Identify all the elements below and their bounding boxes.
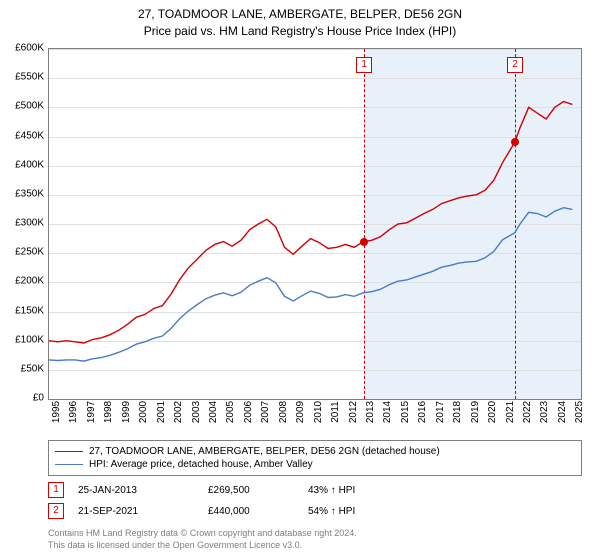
x-axis-label: 2014 bbox=[382, 401, 393, 423]
x-axis-label: 2022 bbox=[522, 401, 533, 423]
y-axis-label: £550K bbox=[0, 72, 44, 83]
x-axis-label: 2011 bbox=[330, 401, 341, 423]
x-axis-label: 2002 bbox=[173, 401, 184, 423]
x-axis-label: 2013 bbox=[365, 401, 376, 423]
x-axis-label: 2020 bbox=[487, 401, 498, 423]
sale-marker-1: 1 bbox=[48, 482, 64, 498]
y-axis-label: £600K bbox=[0, 43, 44, 54]
x-axis-label: 2009 bbox=[295, 401, 306, 423]
x-axis-label: 2018 bbox=[452, 401, 463, 423]
sale-pct-1: 43% ↑ HPI bbox=[308, 485, 428, 496]
x-axis-label: 1996 bbox=[68, 401, 79, 423]
legend-row-2: HPI: Average price, detached house, Ambe… bbox=[55, 458, 575, 471]
y-axis-label: £100K bbox=[0, 334, 44, 345]
x-axis-label: 1995 bbox=[51, 401, 62, 423]
y-axis-label: £500K bbox=[0, 101, 44, 112]
x-axis-label: 2005 bbox=[225, 401, 236, 423]
y-axis-label: £400K bbox=[0, 159, 44, 170]
chart-title-1: 27, TOADMOOR LANE, AMBERGATE, BELPER, DE… bbox=[0, 6, 600, 23]
x-axis-label: 2010 bbox=[313, 401, 324, 423]
sale-row-1: 1 25-JAN-2013 £269,500 43% ↑ HPI bbox=[48, 482, 582, 498]
sale-price-2: £440,000 bbox=[208, 506, 308, 517]
x-axis-label: 2023 bbox=[539, 401, 550, 423]
y-axis-label: £200K bbox=[0, 276, 44, 287]
y-axis-label: £250K bbox=[0, 247, 44, 258]
x-axis-label: 2003 bbox=[191, 401, 202, 423]
sale-pct-2: 54% ↑ HPI bbox=[308, 506, 428, 517]
x-axis-label: 2012 bbox=[348, 401, 359, 423]
x-axis-label: 2008 bbox=[278, 401, 289, 423]
sale-price-1: £269,500 bbox=[208, 485, 308, 496]
x-axis-label: 1998 bbox=[103, 401, 114, 423]
legend-label-2: HPI: Average price, detached house, Ambe… bbox=[89, 459, 313, 470]
footer-line-1: Contains HM Land Registry data © Crown c… bbox=[48, 528, 357, 540]
x-axis-label: 1999 bbox=[121, 401, 132, 423]
chart-plot-area: 12 bbox=[48, 48, 582, 400]
x-axis-label: 2007 bbox=[260, 401, 271, 423]
legend-label-1: 27, TOADMOOR LANE, AMBERGATE, BELPER, DE… bbox=[89, 446, 440, 457]
series-svg bbox=[49, 49, 581, 399]
legend-swatch-2 bbox=[55, 464, 83, 465]
x-axis-label: 2006 bbox=[243, 401, 254, 423]
chart-title-block: 27, TOADMOOR LANE, AMBERGATE, BELPER, DE… bbox=[0, 0, 600, 40]
sale-row-2: 2 21-SEP-2021 £440,000 54% ↑ HPI bbox=[48, 503, 582, 519]
y-axis-label: £150K bbox=[0, 305, 44, 316]
x-axis-label: 2017 bbox=[435, 401, 446, 423]
x-axis-label: 2021 bbox=[505, 401, 516, 423]
x-axis-label: 1997 bbox=[86, 401, 97, 423]
legend-row-1: 27, TOADMOOR LANE, AMBERGATE, BELPER, DE… bbox=[55, 445, 575, 458]
legend-box: 27, TOADMOOR LANE, AMBERGATE, BELPER, DE… bbox=[48, 440, 582, 476]
sale-date-2: 21-SEP-2021 bbox=[78, 506, 208, 517]
y-axis-label: £450K bbox=[0, 130, 44, 141]
x-axis-label: 2004 bbox=[208, 401, 219, 423]
x-axis-label: 2025 bbox=[574, 401, 585, 423]
footer-line-2: This data is licensed under the Open Gov… bbox=[48, 540, 302, 552]
y-axis-label: £300K bbox=[0, 218, 44, 229]
y-axis-label: £350K bbox=[0, 188, 44, 199]
sale-marker-2: 2 bbox=[48, 503, 64, 519]
x-axis-label: 2000 bbox=[138, 401, 149, 423]
x-axis-label: 2016 bbox=[417, 401, 428, 423]
series-line bbox=[49, 208, 572, 361]
y-axis-label: £50K bbox=[0, 363, 44, 374]
x-axis-label: 2024 bbox=[557, 401, 568, 423]
x-axis-label: 2015 bbox=[400, 401, 411, 423]
chart-title-2: Price paid vs. HM Land Registry's House … bbox=[0, 23, 600, 40]
y-axis-label: £0 bbox=[0, 393, 44, 404]
series-line bbox=[49, 102, 572, 344]
legend-swatch-1 bbox=[55, 451, 83, 452]
sale-date-1: 25-JAN-2013 bbox=[78, 485, 208, 496]
x-axis-label: 2019 bbox=[470, 401, 481, 423]
x-axis-label: 2001 bbox=[156, 401, 167, 423]
